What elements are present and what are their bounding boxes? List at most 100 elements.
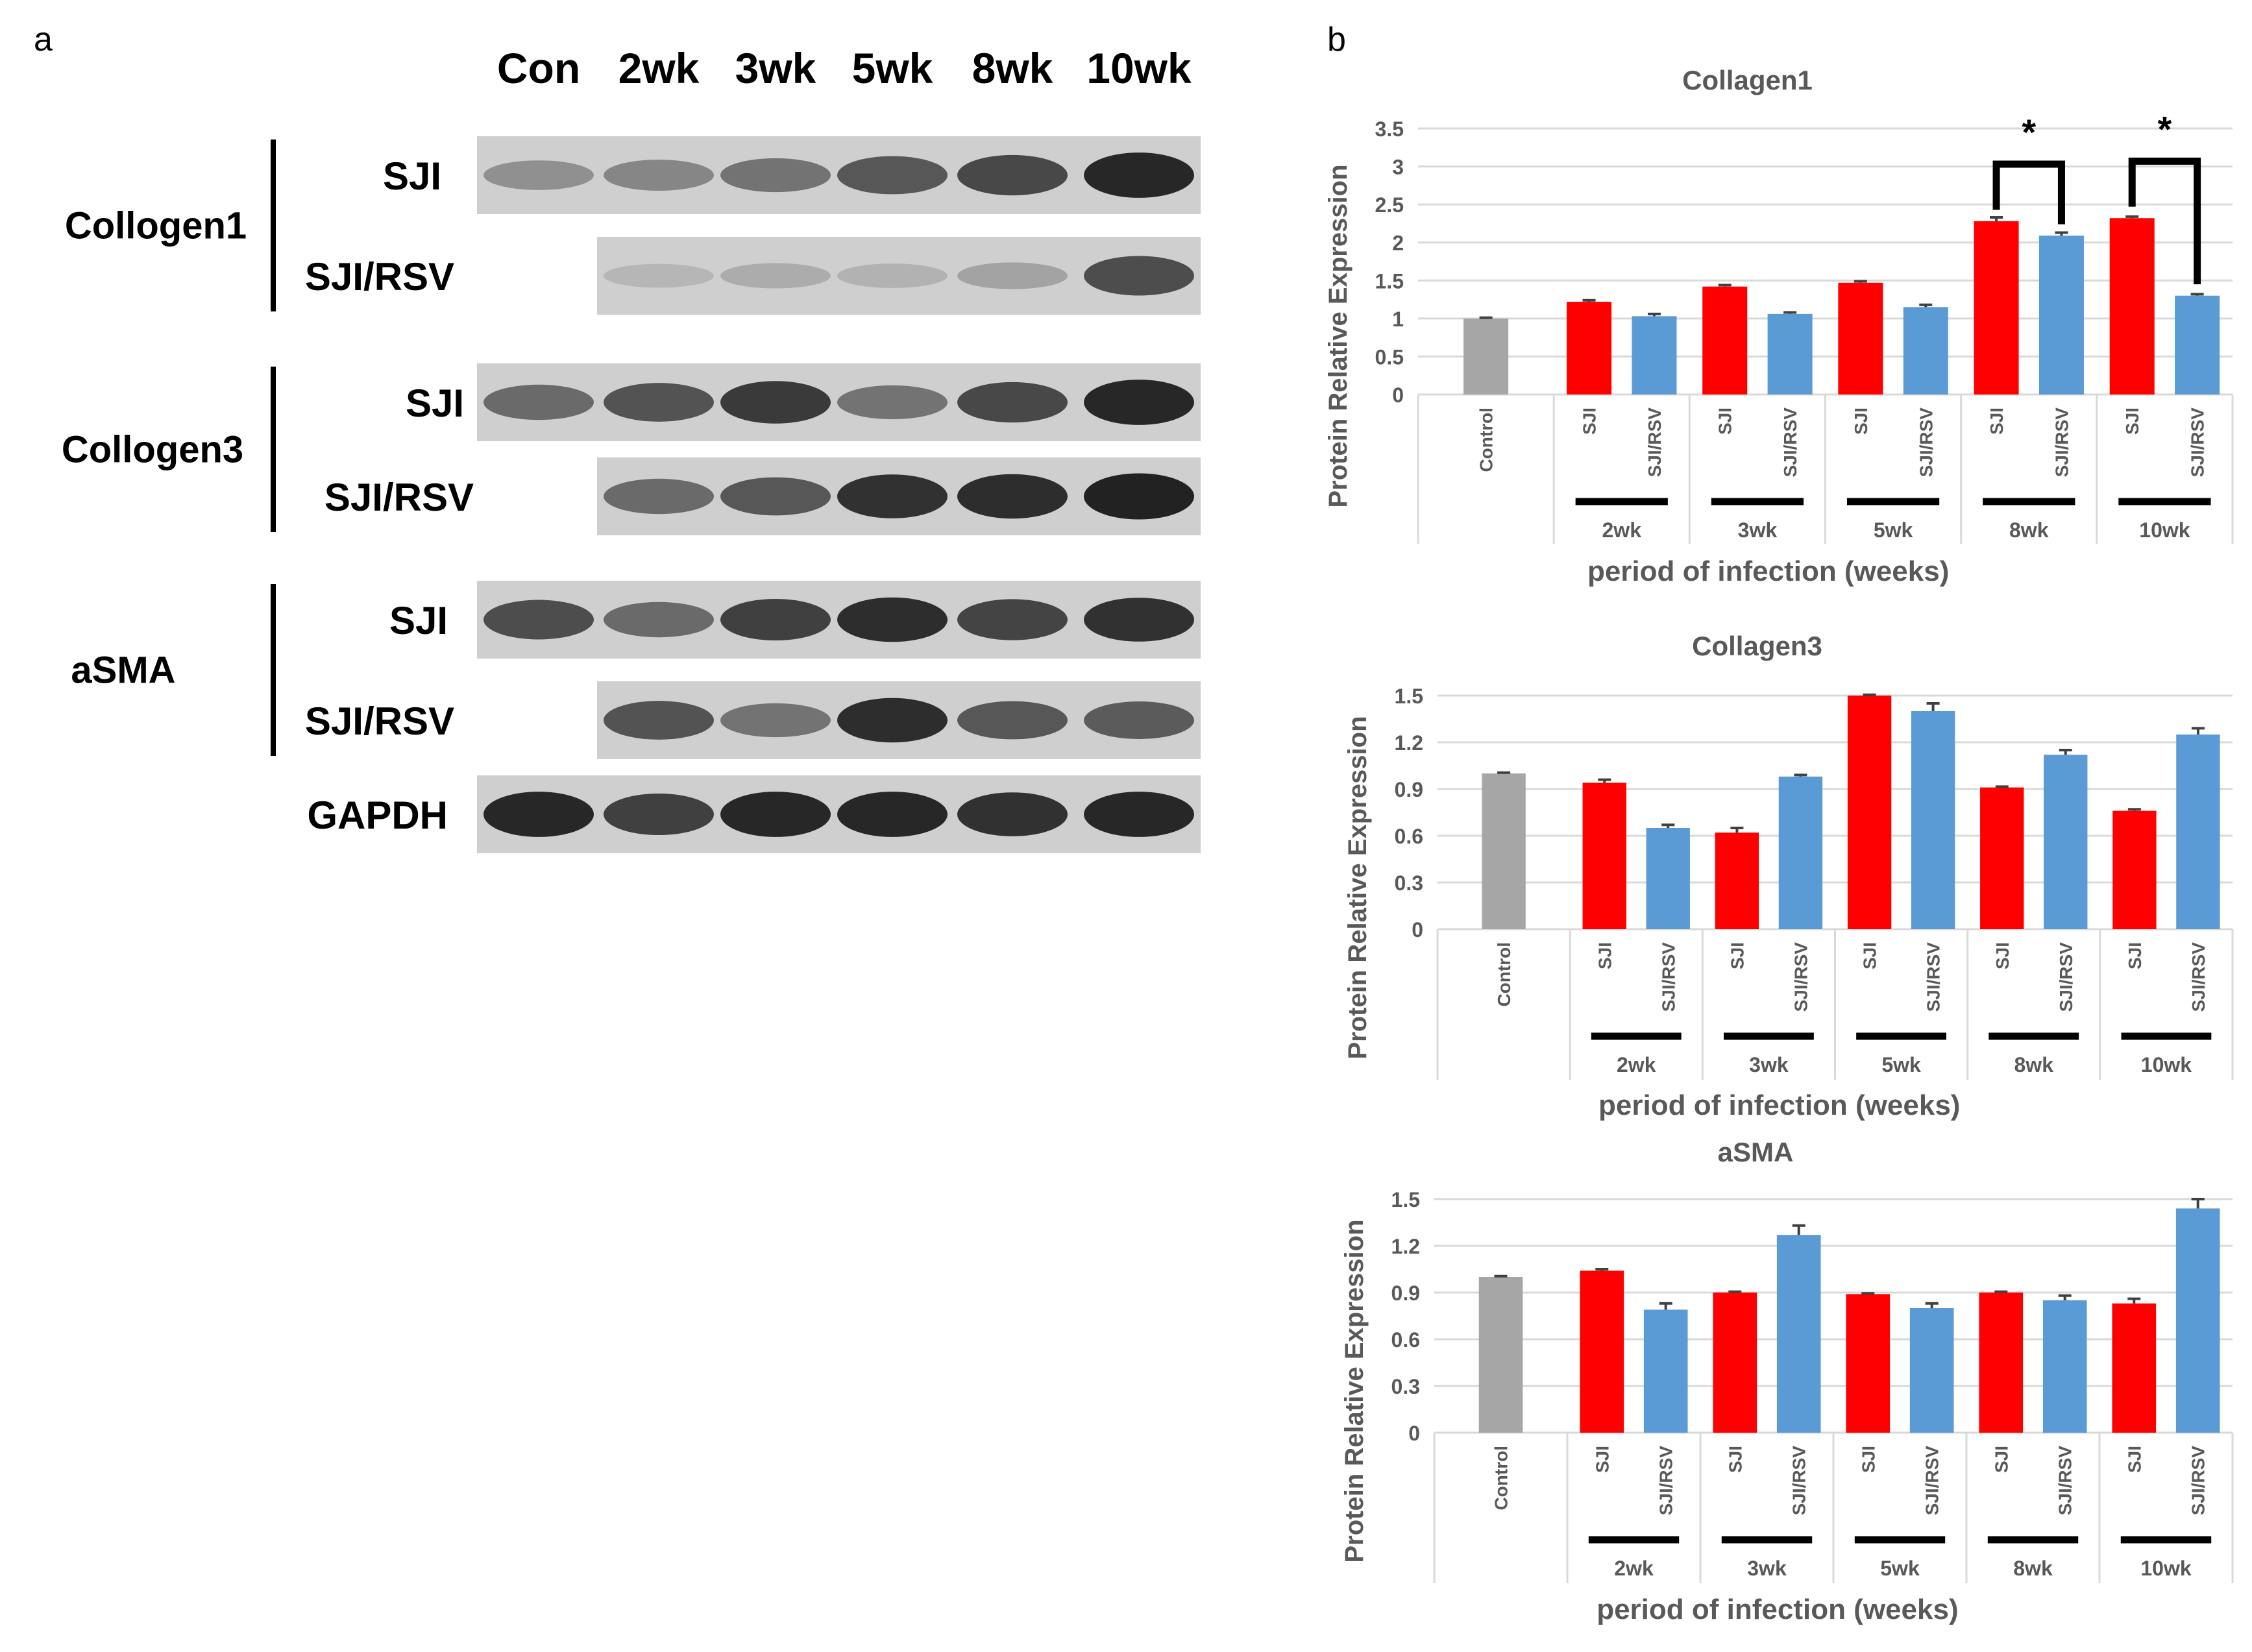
x-series-label: SJI/RSV bbox=[1780, 407, 1800, 478]
blot-group-label: Collogen1 bbox=[65, 205, 247, 247]
x-series-label: SJI/RSV bbox=[2188, 1446, 2209, 1516]
x-series-label: SJI/RSV bbox=[2188, 942, 2209, 1012]
x-series-label: SJI/RSV bbox=[1658, 942, 1678, 1012]
blot-row-label: SJI bbox=[389, 599, 448, 642]
blot-band bbox=[1084, 792, 1194, 837]
y-tick-label: 0.6 bbox=[1391, 1328, 1420, 1352]
bar-sji-rsv bbox=[1911, 711, 1955, 929]
bar-sji-rsv bbox=[2176, 735, 2220, 929]
y-tick-label: 3.5 bbox=[1375, 117, 1404, 141]
y-tick-label: 0.5 bbox=[1375, 345, 1404, 369]
y-tick-label: 2 bbox=[1392, 232, 1404, 255]
blot-row-label: GAPDH bbox=[307, 794, 448, 837]
x-series-label: SJI bbox=[1860, 942, 1880, 969]
y-tick-label: 0 bbox=[1412, 918, 1423, 941]
x-series-label: SJI/RSV bbox=[1916, 407, 1936, 478]
blot-band bbox=[1084, 598, 1194, 642]
significance-star: * bbox=[2158, 108, 2172, 149]
bar-sji-rsv bbox=[1903, 307, 1948, 395]
x-group-label: 5wk bbox=[1881, 1053, 1921, 1076]
x-group-label: 3wk bbox=[1749, 1053, 1789, 1076]
y-tick-label: 1.5 bbox=[1391, 1188, 1420, 1211]
y-axis-label: Protein Relative Expression bbox=[1324, 164, 1352, 507]
blot-band bbox=[837, 263, 948, 288]
y-tick-label: 3 bbox=[1392, 156, 1404, 179]
bar-sji bbox=[1846, 1294, 1891, 1433]
bar-sji bbox=[2109, 218, 2155, 395]
chart-title: aSMA bbox=[1718, 1137, 1794, 1167]
y-tick-label: 0.3 bbox=[1391, 1375, 1420, 1398]
bar-sji-rsv bbox=[2038, 236, 2084, 395]
bar-sji-rsv bbox=[1909, 1308, 1954, 1433]
blot-band bbox=[957, 474, 1068, 519]
x-series-label: SJI/RSV bbox=[1922, 1446, 1942, 1516]
blot-band bbox=[837, 597, 948, 642]
x-series-label: SJI/RSV bbox=[1789, 1446, 1809, 1516]
x-group-label: 3wk bbox=[1738, 518, 1778, 542]
x-series-label: SJI bbox=[1592, 1446, 1612, 1473]
bar-sji bbox=[1580, 1270, 1624, 1433]
x-series-label: SJI/RSV bbox=[1924, 942, 1944, 1012]
blot-band bbox=[720, 263, 831, 289]
chart-asma: aSMA 0 0.3 0.6 0.9 1.2 1.5 Protein Relative Exp… bbox=[1340, 1137, 2234, 1625]
lane-label: 2wk bbox=[618, 44, 700, 92]
x-series-label: SJI bbox=[1727, 942, 1747, 969]
blot-band bbox=[957, 262, 1068, 289]
bar-sji-rsv bbox=[1643, 1309, 1688, 1433]
y-tick-label: 1 bbox=[1392, 308, 1404, 331]
y-axis-label: Protein Relative Expression bbox=[1340, 1219, 1369, 1562]
x-group-label: 10wk bbox=[2141, 1053, 2192, 1076]
blot-band bbox=[604, 478, 714, 515]
blot-group: GAPDH bbox=[307, 775, 1201, 853]
blot-band bbox=[604, 793, 714, 836]
lane-label: 8wk bbox=[972, 44, 1053, 92]
bar-sji-rsv bbox=[1767, 313, 1813, 395]
blot-group: aSMA SJI SJI/RSV bbox=[71, 581, 1201, 759]
x-series-label: SJI bbox=[1992, 942, 2013, 969]
blot-row-label: SJI bbox=[383, 154, 441, 198]
bar-sji-rsv bbox=[2175, 295, 2220, 395]
x-series-label: SJI bbox=[2125, 942, 2145, 969]
bar-sji bbox=[2112, 1303, 2157, 1433]
blot-band bbox=[720, 598, 831, 641]
x-series-label: SJI bbox=[1725, 1446, 1745, 1473]
x-series-label: SJI bbox=[1580, 407, 1600, 435]
blot-band bbox=[1084, 473, 1194, 520]
blot-group-label: aSMA bbox=[71, 650, 175, 692]
bar-sji bbox=[1567, 302, 1612, 395]
bar-sji bbox=[1980, 787, 2024, 929]
bar-sji bbox=[1974, 221, 2019, 395]
x-category-label: Control bbox=[1476, 407, 1497, 472]
bar-control bbox=[1482, 773, 1526, 929]
x-group-label: 8wk bbox=[2014, 1053, 2054, 1076]
x-series-label: SJI/RSV bbox=[2188, 407, 2208, 478]
x-series-label: SJI bbox=[1715, 407, 1735, 435]
x-group-label: 5wk bbox=[1874, 518, 1913, 542]
significance-bracket bbox=[2128, 157, 2201, 285]
bar-sji bbox=[1582, 783, 1626, 929]
blot-band bbox=[604, 701, 714, 740]
significance-star: * bbox=[2022, 112, 2036, 152]
bar-sji-rsv bbox=[1776, 1235, 1821, 1433]
blot-band bbox=[483, 792, 594, 837]
x-series-label: SJI/RSV bbox=[1645, 407, 1665, 478]
y-tick-label: 1.2 bbox=[1391, 1235, 1420, 1258]
x-series-label: SJI/RSV bbox=[2051, 407, 2072, 478]
x-group-label: 10wk bbox=[2139, 518, 2190, 542]
blot-band bbox=[720, 703, 831, 738]
x-axis-label: period of infection (weeks) bbox=[1587, 555, 1949, 587]
y-tick-label: 0 bbox=[1408, 1422, 1420, 1445]
blot-band bbox=[957, 154, 1068, 196]
bar-sji-rsv bbox=[2042, 1300, 2087, 1433]
blot-band bbox=[837, 698, 948, 743]
blot-band bbox=[483, 384, 594, 420]
x-category-label: Control bbox=[1491, 1446, 1512, 1511]
blot-band bbox=[720, 381, 831, 424]
lane-label: 10wk bbox=[1086, 44, 1192, 92]
bar-sji bbox=[1702, 286, 1748, 395]
blot-band bbox=[837, 385, 948, 420]
bar-sji bbox=[2112, 810, 2157, 929]
y-tick-label: 0 bbox=[1392, 383, 1404, 407]
x-series-label: SJI bbox=[1991, 1446, 2011, 1473]
